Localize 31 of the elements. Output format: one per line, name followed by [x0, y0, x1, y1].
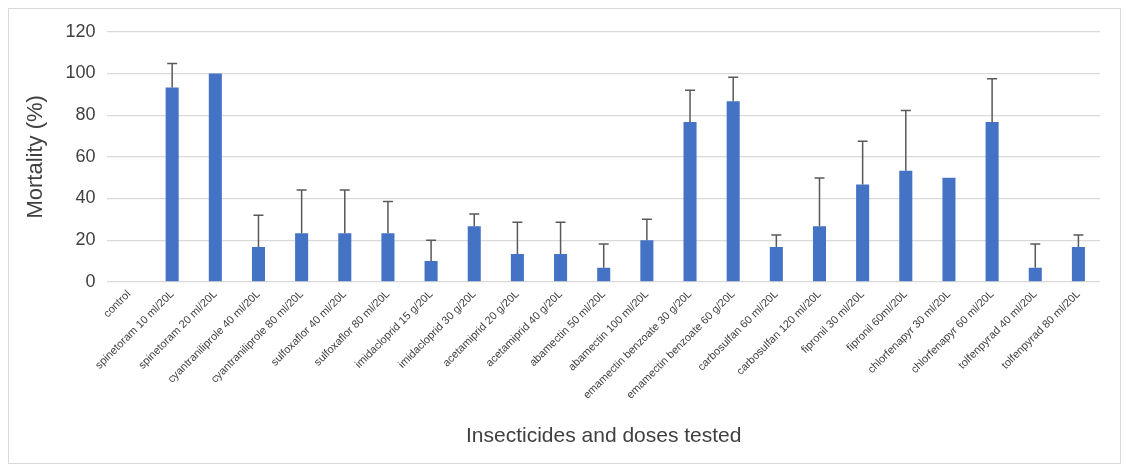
y-tick-label: 120	[65, 20, 96, 41]
bar	[683, 122, 697, 282]
y-tick-label: 60	[75, 145, 96, 166]
bar	[1028, 267, 1042, 282]
y-tick-label: 0	[85, 270, 96, 291]
bar	[554, 254, 568, 282]
y-axis-title: Mortality (%)	[22, 95, 48, 219]
y-tick-label: 80	[75, 104, 96, 125]
bar	[640, 240, 654, 282]
y-tick-label: 20	[75, 229, 96, 250]
bar	[1071, 247, 1085, 282]
bar	[899, 170, 913, 282]
y-tick-label: 100	[65, 62, 96, 83]
bar	[295, 233, 309, 282]
bar	[338, 233, 352, 282]
y-tick-label: 40	[75, 187, 96, 208]
bar	[381, 233, 395, 282]
bar	[597, 267, 611, 282]
bar	[510, 254, 524, 282]
bar	[208, 73, 222, 282]
bar	[985, 122, 999, 282]
bar	[769, 247, 783, 282]
bar	[812, 226, 827, 282]
bar	[251, 247, 265, 282]
bar	[856, 184, 870, 282]
x-axis-title: Insecticides and doses tested	[465, 423, 742, 447]
bar	[942, 177, 956, 282]
bar	[467, 226, 481, 282]
bar	[726, 101, 740, 282]
bar	[424, 260, 438, 282]
bar	[165, 87, 179, 282]
